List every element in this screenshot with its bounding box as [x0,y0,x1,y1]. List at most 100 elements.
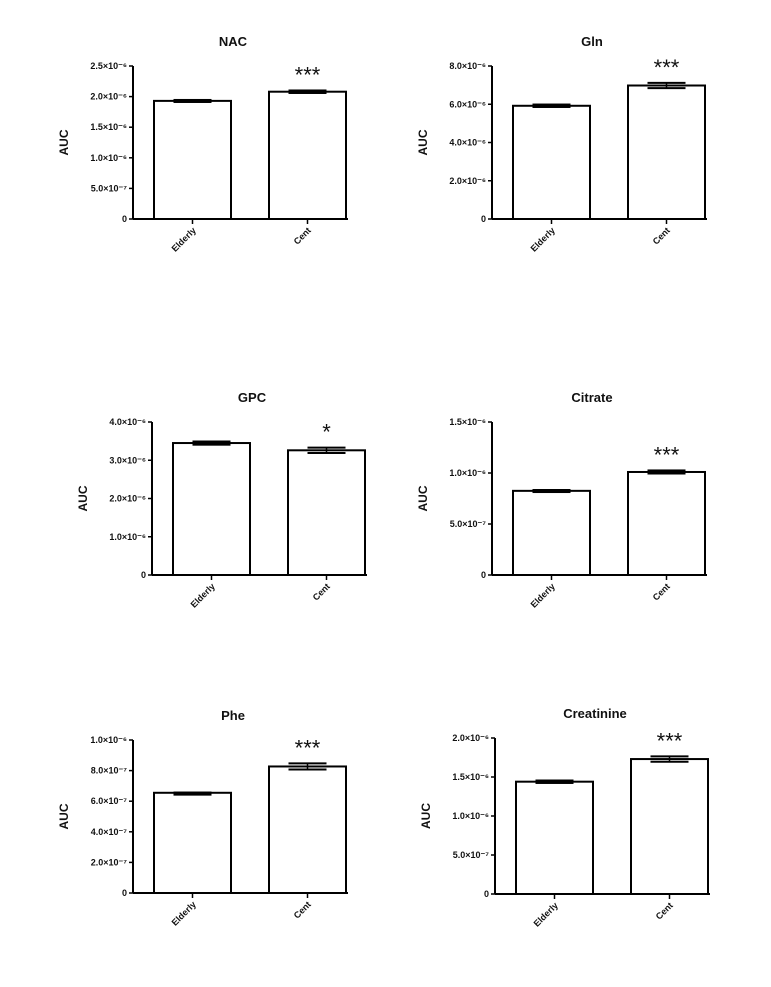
x-tick-label: Cent [292,225,313,246]
chart-panel-gpc: 0 1.0×10⁻⁶ 2.0×10⁻⁶ 3.0×10⁻⁶ 4.0×10⁻⁶ GPC AUC E… [76,390,367,610]
bar-cent [268,90,347,220]
bar-elderly [515,780,594,895]
significance-marker: * [322,420,331,445]
y-tick-label: 4.0×10⁻⁷ [91,827,128,837]
y-tick-label: 1.0×10⁻⁶ [90,735,127,745]
y-tick-label: 1.0×10⁻⁶ [109,532,146,542]
y-tick-label: 8.0×10⁻⁷ [91,766,128,776]
x-tick-label: Cent [292,899,313,920]
error-bar [532,489,571,494]
chart-panel-creatinine: 0 5.0×10⁻⁷ 1.0×10⁻⁶ 1.5×10⁻⁶ 2.0×10⁻⁶ Creatin… [419,706,710,929]
y-tick-label: 4.0×10⁻⁶ [449,138,486,148]
chart-title: NAC [219,34,248,49]
y-tick-label: 1.5×10⁻⁶ [452,772,489,782]
y-tick-label: 8.0×10⁻⁶ [449,61,486,71]
chart-title: GPC [238,390,267,405]
y-axis-label: AUC [57,803,71,829]
chart-title: Creatinine [563,706,627,721]
y-axis-label: AUC [416,129,430,155]
chart-title: Phe [221,708,245,723]
error-bar [288,89,327,94]
error-bar-band [647,469,686,475]
y-tick-label: 2.0×10⁻⁷ [91,857,128,867]
bar-elderly [153,99,232,220]
error-bar-band [173,98,212,103]
y-axis-label: AUC [76,485,90,511]
chart-panel-phe: 0 2.0×10⁻⁷ 4.0×10⁻⁷ 6.0×10⁻⁷ 8.0×10⁻⁷ 1.0×10⁻… [57,708,348,928]
bar-elderly [153,791,232,894]
y-tick-label: 2.0×10⁻⁶ [109,494,146,504]
bar-elderly [512,489,591,577]
error-bar [173,791,212,796]
x-tick-label: Elderly [189,581,217,609]
y-tick-label: 1.0×10⁻⁶ [90,153,127,163]
chart-panel-nac: 0 5.0×10⁻⁷ 1.0×10⁻⁶ 1.5×10⁻⁶ 2.0×10⁻⁶ 2.5×10⁻… [57,34,348,254]
y-tick-label: 4.0×10⁻⁶ [109,417,146,427]
y-tick-label: 0 [484,889,489,899]
y-axis-label: AUC [57,129,71,155]
error-bar [650,755,689,763]
chart-title: Gln [581,34,603,49]
error-bar [535,779,574,784]
y-tick-label: 1.5×10⁻⁶ [90,122,127,132]
error-bar [173,98,212,103]
bar-elderly [172,442,251,576]
chart-title: Citrate [571,390,612,405]
y-tick-label: 1.5×10⁻⁶ [449,417,486,427]
chart-panel-citrate: 0 5.0×10⁻⁷ 1.0×10⁻⁶ 1.5×10⁻⁶ Citrate AUC Elder… [416,390,707,610]
chart-panel-gln: 0 2.0×10⁻⁶ 4.0×10⁻⁶ 6.0×10⁻⁶ 8.0×10⁻⁶ Gln AUC E… [416,34,707,254]
y-tick-label: 0 [122,888,127,898]
x-tick-label: Cent [654,900,675,921]
y-tick-label: 0 [122,214,127,224]
x-tick-label: Elderly [170,899,198,927]
error-bar-band [535,779,574,784]
error-bar [307,446,346,454]
x-tick-label: Elderly [170,225,198,253]
y-tick-label: 0 [141,570,146,580]
y-tick-label: 5.0×10⁻⁷ [453,850,490,860]
error-bar [647,81,686,90]
y-tick-label: 5.0×10⁻⁷ [450,519,487,529]
y-tick-label: 0 [481,214,486,224]
x-tick-label: Elderly [532,900,560,928]
y-axis-label: AUC [419,803,433,829]
x-tick-label: Cent [651,225,672,246]
error-bar-band [192,440,231,446]
error-bar [532,103,571,108]
bar-cent [627,470,706,577]
significance-marker: *** [654,55,680,80]
y-tick-label: 2.0×10⁻⁶ [449,176,486,186]
error-bar-band [532,489,571,494]
y-tick-label: 2.0×10⁻⁶ [90,92,127,102]
error-bar [647,469,686,475]
significance-marker: *** [657,728,683,753]
y-axis-label: AUC [416,485,430,511]
x-tick-label: Elderly [529,225,557,253]
y-tick-label: 2.5×10⁻⁶ [90,61,127,71]
bar-cent [627,84,706,220]
error-bar [288,762,327,771]
x-tick-label: Cent [311,581,332,602]
significance-marker: *** [654,442,680,467]
error-bar-band [173,791,212,796]
x-tick-label: Cent [651,581,672,602]
error-bar-band [532,103,571,108]
y-tick-label: 1.0×10⁻⁶ [449,468,486,478]
y-tick-label: 6.0×10⁻⁷ [91,796,128,806]
y-tick-label: 0 [481,570,486,580]
error-bar-band [288,89,327,94]
y-tick-label: 3.0×10⁻⁶ [109,455,146,465]
y-tick-label: 2.0×10⁻⁶ [452,733,489,743]
significance-marker: *** [295,735,321,760]
y-tick-label: 5.0×10⁻⁷ [91,183,128,193]
bar-cent [268,765,347,894]
x-tick-label: Elderly [529,581,557,609]
bar-cent [287,449,366,576]
bar-cent [630,758,709,895]
bar-elderly [512,104,591,220]
y-tick-label: 6.0×10⁻⁶ [449,99,486,109]
significance-marker: *** [295,62,321,87]
error-bar [192,440,231,446]
y-tick-label: 1.0×10⁻⁶ [452,811,489,821]
